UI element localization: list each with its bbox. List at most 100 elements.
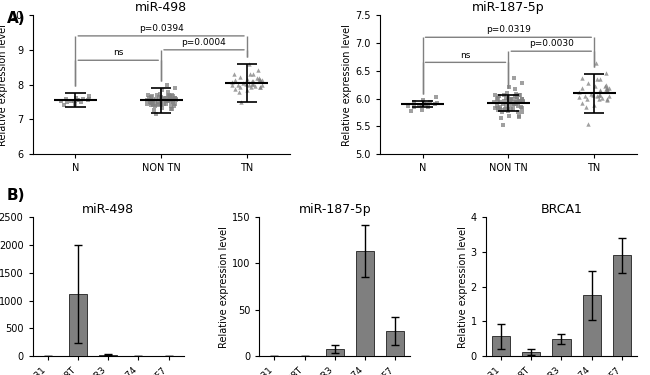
Point <box>162 98 172 104</box>
Point <box>509 101 519 107</box>
Point <box>504 96 514 102</box>
Point <box>227 79 237 85</box>
Point <box>241 87 252 93</box>
Point <box>227 82 237 88</box>
Point <box>142 97 152 103</box>
Point <box>149 106 159 112</box>
Point <box>502 90 512 96</box>
Point <box>602 97 612 103</box>
Point <box>517 96 527 102</box>
Point <box>589 102 599 108</box>
Point <box>515 98 526 104</box>
Point <box>83 98 93 104</box>
Point <box>512 93 523 99</box>
Point <box>511 99 521 105</box>
Point <box>513 108 523 114</box>
Bar <box>386 331 404 356</box>
Point <box>501 95 512 101</box>
Point <box>493 105 503 111</box>
Point <box>154 91 164 97</box>
Text: ns: ns <box>113 48 124 57</box>
Bar <box>613 255 631 356</box>
Point <box>255 78 265 84</box>
Point <box>254 77 265 83</box>
Point <box>503 96 514 102</box>
Point <box>167 93 177 99</box>
Point <box>254 75 265 81</box>
Point <box>506 96 516 102</box>
Point <box>162 93 173 99</box>
Point <box>580 93 590 99</box>
Point <box>514 98 525 104</box>
Point <box>78 96 88 102</box>
Point <box>235 99 246 105</box>
Point <box>146 93 157 99</box>
Point <box>497 101 508 107</box>
Point <box>517 80 527 86</box>
Point <box>168 96 178 102</box>
Point <box>504 113 514 119</box>
Point <box>233 82 243 88</box>
Point <box>417 102 428 108</box>
Point <box>517 109 527 115</box>
Point <box>159 95 169 101</box>
Point <box>153 99 164 105</box>
Point <box>496 115 506 121</box>
Point <box>253 68 263 74</box>
Point <box>511 91 521 97</box>
Point <box>408 99 419 105</box>
Point <box>83 93 94 99</box>
Title: miR-187-5p: miR-187-5p <box>472 1 545 14</box>
Point <box>490 92 501 98</box>
Point <box>502 106 513 112</box>
Point <box>509 75 519 81</box>
Point <box>601 81 612 87</box>
Point <box>594 88 604 94</box>
Point <box>159 97 169 103</box>
Point <box>246 84 257 90</box>
Point <box>155 95 166 101</box>
Point <box>161 95 171 101</box>
Point <box>489 99 499 105</box>
Point <box>506 106 517 112</box>
Point <box>517 99 528 105</box>
Point <box>146 97 156 103</box>
Point <box>229 70 239 76</box>
Point <box>489 105 500 111</box>
Point <box>70 101 80 107</box>
Point <box>254 84 265 90</box>
Point <box>143 92 153 98</box>
Bar <box>356 251 374 356</box>
Point <box>256 77 266 83</box>
Point <box>432 99 442 105</box>
Point <box>164 93 175 99</box>
Point <box>504 84 514 90</box>
Point <box>234 89 244 95</box>
Point <box>167 106 177 112</box>
Point <box>144 99 155 105</box>
Point <box>164 92 174 98</box>
Point <box>238 80 248 86</box>
Point <box>70 98 81 104</box>
Point <box>588 92 599 98</box>
Point <box>250 83 260 89</box>
Point <box>252 75 263 81</box>
Point <box>513 103 523 109</box>
Point <box>493 99 503 105</box>
Point <box>235 74 246 80</box>
Point <box>69 98 79 104</box>
Text: p=0.0319: p=0.0319 <box>486 26 531 34</box>
Point <box>161 101 172 107</box>
Point <box>417 102 427 108</box>
Point <box>170 97 181 103</box>
Point <box>503 108 514 114</box>
Point <box>602 96 612 102</box>
Point <box>155 101 166 107</box>
Point <box>594 92 604 98</box>
Title: miR-498: miR-498 <box>135 1 187 14</box>
Point <box>591 60 601 66</box>
Point <box>254 77 265 83</box>
Point <box>151 102 162 108</box>
Point <box>595 87 606 93</box>
Point <box>515 92 525 98</box>
